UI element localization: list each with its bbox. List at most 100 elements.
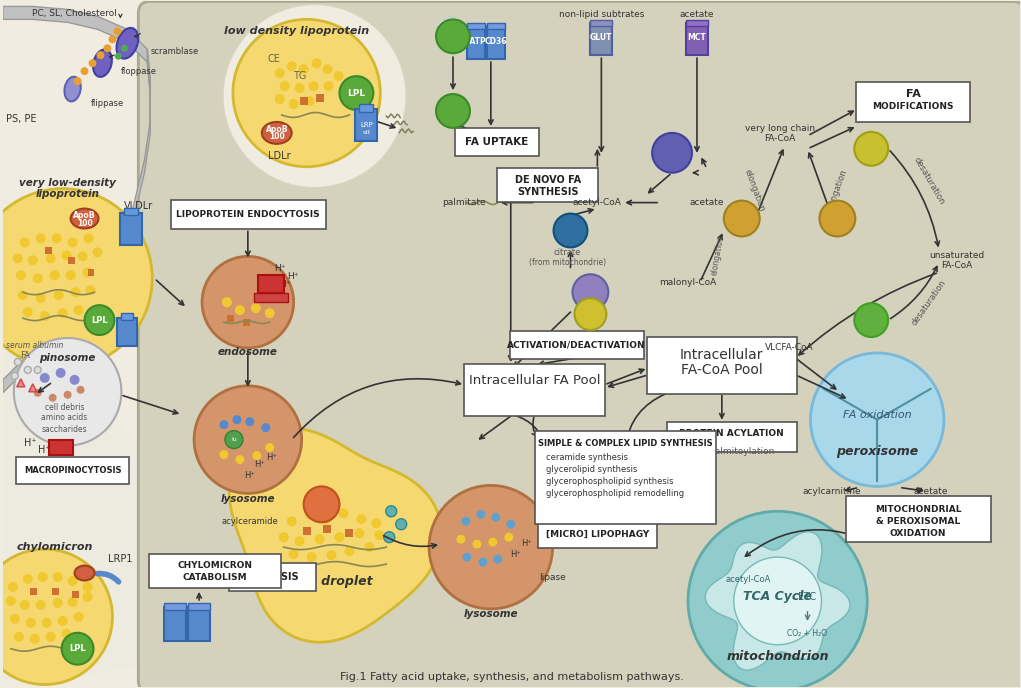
Text: PS, PE: PS, PE <box>5 114 36 124</box>
Text: DE NOVO FA: DE NOVO FA <box>515 175 581 184</box>
Circle shape <box>74 77 82 85</box>
Bar <box>686 23 708 55</box>
Circle shape <box>295 536 304 546</box>
Circle shape <box>479 557 487 566</box>
Text: LPL: LPL <box>347 89 366 98</box>
Circle shape <box>855 132 888 166</box>
Circle shape <box>304 509 314 519</box>
Text: ceramide synthesis: ceramide synthesis <box>545 453 628 462</box>
FancyBboxPatch shape <box>846 496 990 542</box>
Text: scramblase: scramblase <box>150 47 198 56</box>
Circle shape <box>265 443 275 452</box>
Bar <box>467 26 485 59</box>
Circle shape <box>25 367 32 374</box>
Circle shape <box>275 94 285 104</box>
Text: glycerolipid synthesis: glycerolipid synthesis <box>545 465 637 474</box>
Circle shape <box>67 597 78 607</box>
Text: CO₂ + H₂O: CO₂ + H₂O <box>787 630 828 638</box>
Circle shape <box>108 35 116 43</box>
Circle shape <box>279 533 289 542</box>
Text: H⁺: H⁺ <box>522 539 532 548</box>
Circle shape <box>473 539 481 548</box>
Circle shape <box>356 515 367 524</box>
FancyBboxPatch shape <box>535 431 716 524</box>
Text: very low-density: very low-density <box>19 178 116 188</box>
Text: 100: 100 <box>269 132 285 141</box>
Circle shape <box>323 64 333 74</box>
Text: LPL: LPL <box>91 316 108 325</box>
Text: very long chain: very long chain <box>744 125 815 133</box>
Text: MCT: MCT <box>687 33 707 42</box>
Circle shape <box>78 251 88 261</box>
FancyBboxPatch shape <box>497 168 598 202</box>
Text: β: β <box>82 566 88 576</box>
Circle shape <box>375 530 384 540</box>
Circle shape <box>553 213 587 248</box>
Text: 100: 100 <box>77 219 93 228</box>
Text: FA: FA <box>906 89 921 99</box>
Circle shape <box>115 53 121 60</box>
Text: desaturation: desaturation <box>912 155 946 206</box>
Bar <box>686 21 708 26</box>
FancyBboxPatch shape <box>149 554 281 588</box>
Polygon shape <box>3 50 150 393</box>
Text: CHYLOMICRON: CHYLOMICRON <box>178 561 252 570</box>
Ellipse shape <box>70 208 98 228</box>
Ellipse shape <box>64 77 81 101</box>
Text: acetate: acetate <box>680 10 715 19</box>
Text: endosome: endosome <box>217 347 278 357</box>
Ellipse shape <box>75 566 95 581</box>
Text: SIMPLE & COMPLEX LIPID SYNTHESIS: SIMPLE & COMPLEX LIPID SYNTHESIS <box>538 439 713 448</box>
Text: acetate: acetate <box>689 198 724 207</box>
Circle shape <box>83 592 93 602</box>
Text: desaturation: desaturation <box>910 278 949 327</box>
Circle shape <box>103 44 111 52</box>
Circle shape <box>233 19 380 166</box>
Circle shape <box>33 273 43 283</box>
Circle shape <box>113 28 121 35</box>
Circle shape <box>49 394 56 402</box>
Text: & PEROXISOMAL: & PEROXISOMAL <box>876 517 960 526</box>
Text: SCD: SCD <box>862 316 881 325</box>
Circle shape <box>306 552 317 562</box>
Circle shape <box>335 533 344 542</box>
Circle shape <box>322 515 332 524</box>
Text: chylomicron: chylomicron <box>16 542 93 552</box>
Text: Fig.1 Fatty acid uptake, synthesis, and metabolism pathways.: Fig.1 Fatty acid uptake, synthesis, and … <box>340 671 684 682</box>
Bar <box>315 94 324 102</box>
Circle shape <box>855 303 888 337</box>
Circle shape <box>84 233 94 244</box>
Text: stt: stt <box>362 131 371 136</box>
Text: glycerophospholipid remodelling: glycerophospholipid remodelling <box>545 489 684 498</box>
Bar <box>52 588 58 595</box>
Circle shape <box>339 76 374 110</box>
Text: ELOVL: ELOVL <box>824 214 850 223</box>
Circle shape <box>251 303 260 313</box>
FancyBboxPatch shape <box>464 364 605 416</box>
Text: low density lipoprotein: low density lipoprotein <box>224 26 370 36</box>
Circle shape <box>30 634 40 644</box>
Bar <box>30 588 37 595</box>
Circle shape <box>67 237 78 248</box>
Bar <box>227 315 234 322</box>
Circle shape <box>491 513 500 522</box>
Text: (from mitochondrie): (from mitochondrie) <box>529 258 606 267</box>
Text: α: α <box>82 572 87 581</box>
Text: ACSS: ACSS <box>660 149 684 158</box>
Circle shape <box>456 535 466 544</box>
Circle shape <box>811 353 944 486</box>
Text: ACBL: ACBL <box>578 288 602 297</box>
Circle shape <box>386 506 397 517</box>
Circle shape <box>384 532 395 543</box>
Circle shape <box>327 550 337 560</box>
Text: H⁺: H⁺ <box>25 438 37 448</box>
Circle shape <box>344 546 354 556</box>
Text: lipase: lipase <box>539 572 566 581</box>
Text: pinosome: pinosome <box>40 353 96 363</box>
Bar <box>188 607 210 641</box>
Bar <box>487 23 504 30</box>
Circle shape <box>436 19 470 53</box>
Text: ACLY: ACLY <box>560 226 582 235</box>
Circle shape <box>463 552 472 561</box>
Text: peroxisome: peroxisome <box>836 445 918 458</box>
